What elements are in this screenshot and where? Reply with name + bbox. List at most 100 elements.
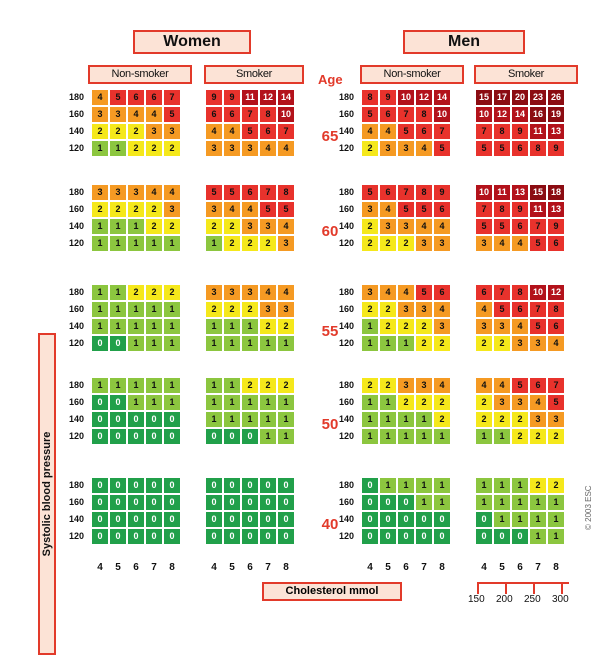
risk-cell: 2 (476, 412, 492, 427)
risk-cell: 1 (224, 319, 240, 334)
risk-cell: 0 (224, 478, 240, 493)
risk-cell: 1 (146, 236, 162, 251)
bp-row-label: 180 (68, 380, 84, 390)
risk-cell: 5 (398, 202, 414, 217)
bp-row-label: 160 (338, 397, 354, 407)
risk-cell: 2 (128, 285, 144, 300)
risk-cell: 0 (110, 429, 126, 444)
risk-cell: 5 (362, 185, 378, 200)
bp-row-label: 120 (338, 338, 354, 348)
risk-cell: 1 (416, 412, 432, 427)
women-header: Women (133, 30, 251, 54)
risk-cell: 1 (146, 395, 162, 410)
risk-cell: 2 (416, 395, 432, 410)
risk-cell: 20 (512, 90, 528, 105)
risk-cell: 2 (92, 202, 108, 217)
women-nonsmoker-header: Non-smoker (88, 65, 192, 84)
bp-row-label: 140 (68, 321, 84, 331)
risk-cell: 0 (380, 495, 396, 510)
risk-cell: 0 (260, 529, 276, 544)
risk-cell: 3 (278, 236, 294, 251)
risk-cell: 3 (416, 302, 432, 317)
risk-cell: 3 (362, 202, 378, 217)
bp-row-label: 160 (338, 497, 354, 507)
mgdl-scale (477, 582, 569, 594)
risk-cell: 12 (260, 90, 276, 105)
risk-cell: 1 (206, 336, 222, 351)
risk-cell: 4 (278, 141, 294, 156)
age-value: 55 (321, 323, 339, 340)
risk-cell: 0 (278, 512, 294, 527)
risk-cell: 0 (92, 478, 108, 493)
risk-cell: 2 (362, 219, 378, 234)
risk-cell: 4 (362, 124, 378, 139)
risk-cell: 0 (92, 336, 108, 351)
bp-row-label: 160 (338, 109, 354, 119)
age-value: 40 (321, 516, 339, 533)
cholesterol-col-label: 8 (553, 562, 559, 573)
risk-cell: 6 (146, 90, 162, 105)
risk-cell: 9 (512, 202, 528, 217)
risk-cell: 0 (110, 478, 126, 493)
risk-cell: 0 (476, 529, 492, 544)
risk-cell: 2 (530, 478, 546, 493)
risk-cell: 4 (128, 107, 144, 122)
risk-cell: 1 (278, 429, 294, 444)
risk-cell: 0 (92, 395, 108, 410)
risk-cell: 1 (206, 395, 222, 410)
risk-cell: 1 (164, 336, 180, 351)
bp-row-label: 180 (338, 380, 354, 390)
risk-cell: 4 (92, 90, 108, 105)
risk-cell: 1 (128, 378, 144, 393)
bp-row-label: 180 (338, 480, 354, 490)
risk-cell: 2 (494, 412, 510, 427)
risk-cell: 2 (362, 236, 378, 251)
risk-cell: 1 (434, 495, 450, 510)
risk-cell: 1 (260, 429, 276, 444)
risk-cell: 4 (494, 378, 510, 393)
risk-cell: 2 (380, 302, 396, 317)
risk-cell: 5 (512, 378, 528, 393)
risk-cell: 7 (260, 185, 276, 200)
mgdl-tick-label: 150 (468, 594, 485, 605)
bp-row-label: 120 (68, 531, 84, 541)
risk-cell: 2 (380, 236, 396, 251)
risk-cell: 3 (380, 219, 396, 234)
risk-cell: 1 (110, 302, 126, 317)
bp-row-label: 140 (338, 126, 354, 136)
risk-cell: 0 (164, 529, 180, 544)
risk-cell: 1 (362, 319, 378, 334)
men-smoker-header: Smoker (474, 65, 578, 84)
risk-cell: 0 (434, 529, 450, 544)
risk-cell: 3 (224, 285, 240, 300)
risk-cell: 1 (398, 478, 414, 493)
risk-cell: 1 (476, 478, 492, 493)
risk-cell: 2 (260, 378, 276, 393)
risk-cell: 3 (398, 219, 414, 234)
risk-cell: 0 (512, 529, 528, 544)
risk-cell: 0 (164, 512, 180, 527)
risk-cell: 0 (416, 529, 432, 544)
risk-cell: 1 (260, 395, 276, 410)
risk-cell: 11 (494, 185, 510, 200)
risk-cell: 2 (224, 219, 240, 234)
risk-cell: 10 (398, 90, 414, 105)
bp-row-label: 120 (68, 431, 84, 441)
risk-cell: 1 (224, 378, 240, 393)
risk-cell: 1 (494, 478, 510, 493)
risk-cell: 5 (242, 124, 258, 139)
bp-row-label: 180 (68, 480, 84, 490)
risk-cell: 10 (476, 107, 492, 122)
risk-cell: 1 (110, 319, 126, 334)
men-header: Men (403, 30, 525, 54)
risk-cell: 1 (224, 336, 240, 351)
risk-cell: 0 (110, 395, 126, 410)
risk-cell: 8 (416, 185, 432, 200)
risk-cell: 4 (380, 124, 396, 139)
risk-cell: 0 (260, 478, 276, 493)
risk-cell: 19 (548, 107, 564, 122)
risk-cell: 4 (476, 378, 492, 393)
risk-cell: 2 (164, 219, 180, 234)
